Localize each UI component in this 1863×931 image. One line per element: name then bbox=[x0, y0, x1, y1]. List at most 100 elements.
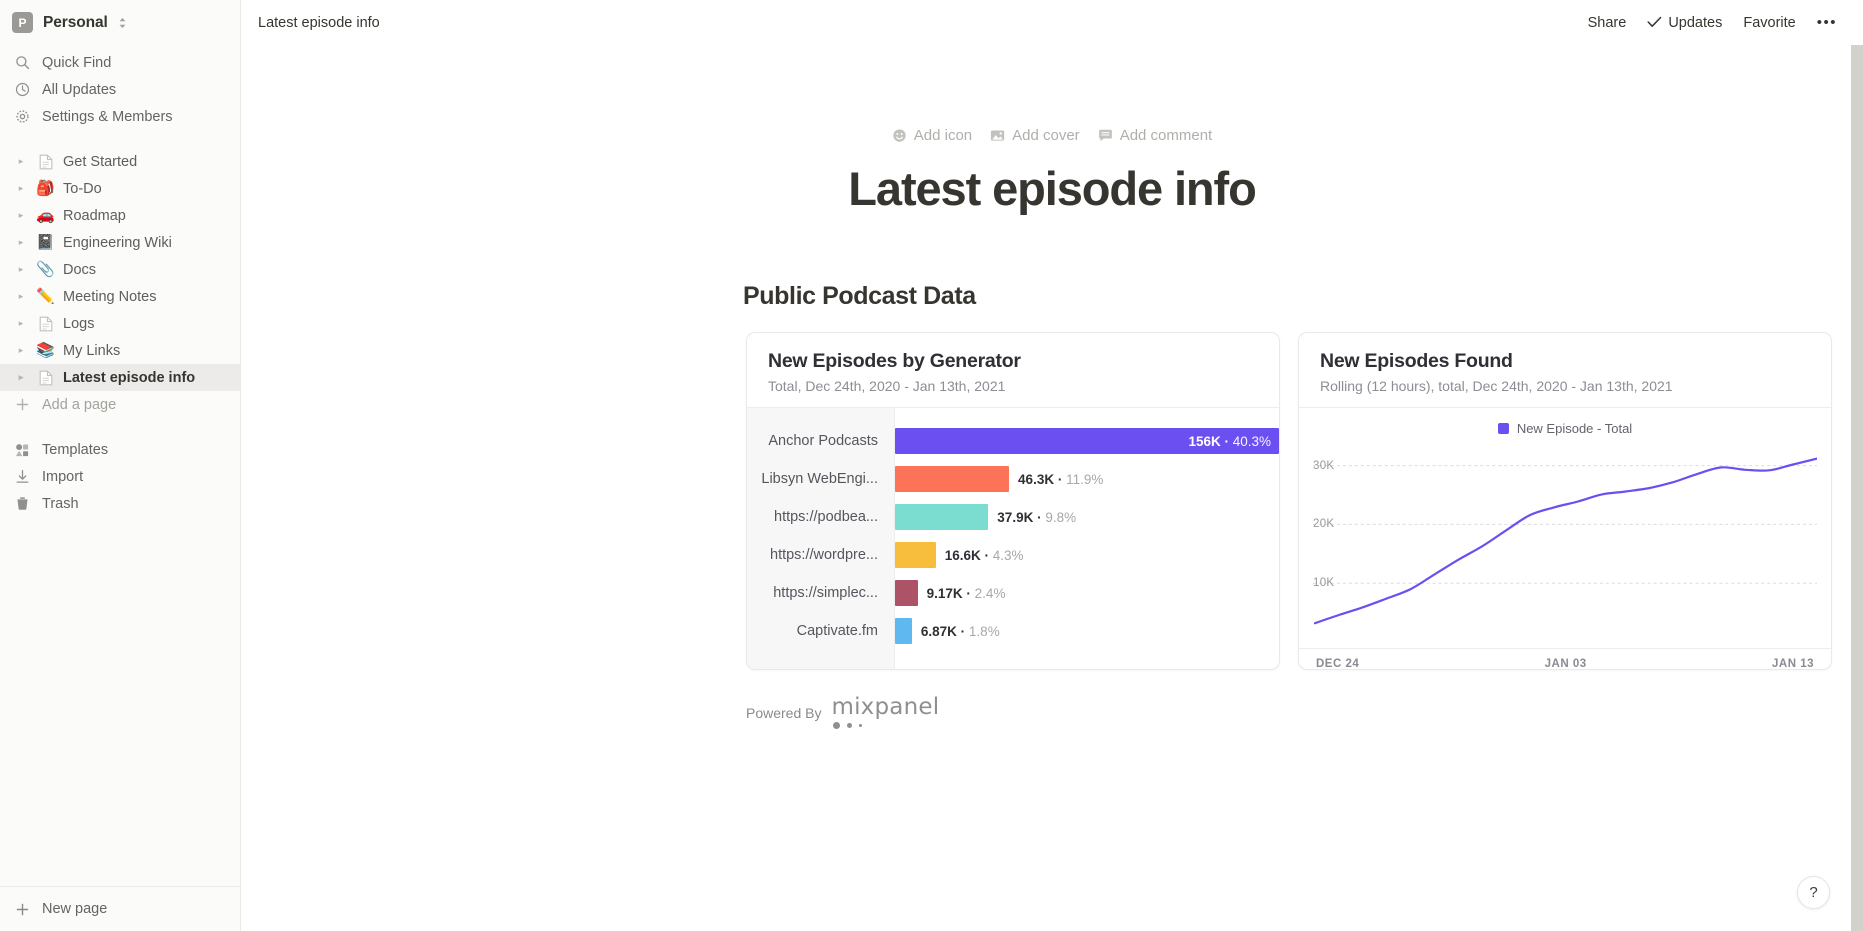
disclosure-triangle-icon[interactable]: ▸ bbox=[18, 156, 24, 166]
disclosure-triangle-icon[interactable]: ▸ bbox=[18, 210, 24, 220]
sidebar-item-label: Docs bbox=[63, 261, 97, 278]
breadcrumb[interactable]: Latest episode info bbox=[258, 14, 380, 31]
mixpanel-logo[interactable]: mixpanel bbox=[831, 696, 939, 729]
sidebar-item-templates[interactable]: Templates bbox=[0, 436, 240, 463]
sidebar-item-latest-episode-info[interactable]: ▸ Latest episode info bbox=[0, 364, 240, 391]
legend-swatch bbox=[1497, 423, 1509, 434]
sidebar-item-label: Settings & Members bbox=[42, 108, 173, 125]
document-icon bbox=[36, 154, 55, 170]
add-icon-button[interactable]: Add icon bbox=[892, 127, 972, 144]
bar-row[interactable]: 156K · 40.3% bbox=[895, 422, 1279, 460]
sidebar-item-label: Meeting Notes bbox=[63, 288, 157, 305]
bar-category-label: Anchor Podcasts bbox=[768, 433, 878, 449]
sidebar-lower-nav: Templates Import Trash bbox=[0, 436, 240, 517]
add-comment-button[interactable]: Add comment bbox=[1098, 127, 1212, 144]
chart-title: New Episodes by Generator bbox=[768, 350, 1021, 372]
bar-row[interactable]: 6.87K · 1.8% bbox=[895, 612, 1279, 650]
sidebar-item-import[interactable]: Import bbox=[0, 463, 240, 490]
pencil-emoji-icon: ✏️ bbox=[36, 288, 55, 305]
workspace-avatar: P bbox=[12, 12, 33, 33]
import-icon bbox=[14, 468, 31, 485]
backpack-emoji-icon: 🎒 bbox=[36, 180, 55, 197]
bar-segment[interactable] bbox=[895, 542, 936, 568]
bar-row[interactable]: 16.6K · 4.3% bbox=[895, 536, 1279, 574]
scrollbar-thumb[interactable] bbox=[1851, 45, 1863, 931]
bar-category-label: Libsyn WebEngi... bbox=[761, 471, 878, 487]
bar-value-label: 9.17K · 2.4% bbox=[926, 585, 1006, 601]
bar-segment[interactable] bbox=[895, 504, 989, 530]
sidebar-item-label: My Links bbox=[63, 342, 121, 359]
x-axis: DEC 24 JAN 03 JAN 13 bbox=[1299, 648, 1831, 670]
bar-chart-category-labels: Anchor Podcasts Libsyn WebEngi... https:… bbox=[747, 408, 895, 669]
bar-segment[interactable] bbox=[895, 618, 912, 644]
more-options-button[interactable]: ••• bbox=[1816, 14, 1837, 31]
smiley-icon bbox=[892, 128, 907, 143]
check-icon bbox=[1647, 15, 1662, 31]
disclosure-triangle-icon[interactable]: ▸ bbox=[18, 345, 24, 355]
trash-icon bbox=[14, 495, 31, 512]
chart-legend[interactable]: New Episode - Total bbox=[1299, 408, 1831, 440]
disclosure-triangle-icon[interactable]: ▸ bbox=[18, 264, 24, 274]
mixpanel-wordmark: mixpanel bbox=[831, 694, 940, 720]
sidebar-item-trash[interactable]: Trash bbox=[0, 490, 240, 517]
page-title[interactable]: Latest episode info bbox=[848, 162, 1256, 215]
powered-by-mixpanel: Powered By mixpanel bbox=[746, 696, 1863, 729]
sidebar-item-docs[interactable]: ▸ 📎 Docs bbox=[0, 256, 240, 283]
updates-button[interactable]: Updates bbox=[1647, 15, 1722, 31]
x-axis-tick: JAN 13 bbox=[1772, 658, 1814, 670]
bar-row[interactable]: 46.3K · 11.9% bbox=[895, 460, 1279, 498]
bar-row[interactable]: 9.17K · 2.4% bbox=[895, 574, 1279, 612]
sidebar-item-label: Roadmap bbox=[63, 207, 126, 224]
y-axis-tick: 10K bbox=[1313, 577, 1335, 590]
new-page-button[interactable]: New page bbox=[0, 886, 240, 931]
line-chart-plot: 10K 20K 30K bbox=[1313, 444, 1817, 644]
disclosure-triangle-icon[interactable]: ▸ bbox=[18, 237, 24, 247]
sidebar-item-get-started[interactable]: ▸ Get Started bbox=[0, 148, 240, 175]
legend-label: New Episode - Total bbox=[1516, 421, 1633, 436]
sidebar-item-settings-members[interactable]: Settings & Members bbox=[0, 103, 240, 130]
share-label: Share bbox=[1587, 14, 1627, 31]
paperclip-emoji-icon: 📎 bbox=[36, 261, 55, 278]
sidebar-item-meeting-notes[interactable]: ▸ ✏️ Meeting Notes bbox=[0, 283, 240, 310]
bar-segment[interactable]: 156K · 40.3% bbox=[895, 428, 1279, 454]
plus-icon bbox=[14, 396, 31, 413]
bar-value-label: 37.9K · 9.8% bbox=[997, 509, 1077, 525]
bar-value-label: 156K · 40.3% bbox=[1188, 433, 1271, 449]
sidebar-item-logs[interactable]: ▸ Logs bbox=[0, 310, 240, 337]
bar-category-label: https://simplec... bbox=[773, 585, 878, 601]
sidebar-item-my-links[interactable]: ▸ 📚 My Links bbox=[0, 337, 240, 364]
bar-value-label: 16.6K · 4.3% bbox=[944, 547, 1024, 563]
updates-label: Updates bbox=[1668, 14, 1723, 31]
sidebar-item-quick-find[interactable]: Quick Find bbox=[0, 49, 240, 76]
sidebar-item-engineering-wiki[interactable]: ▸ 📓 Engineering Wiki bbox=[0, 229, 240, 256]
add-a-page-button[interactable]: Add a page bbox=[0, 391, 240, 418]
disclosure-triangle-icon[interactable]: ▸ bbox=[18, 183, 24, 193]
clock-icon bbox=[14, 81, 31, 98]
sidebar-item-all-updates[interactable]: All Updates bbox=[0, 76, 240, 103]
favorite-button[interactable]: Favorite bbox=[1743, 15, 1795, 31]
sidebar-item-to-do[interactable]: ▸ 🎒 To-Do bbox=[0, 175, 240, 202]
add-cover-button[interactable]: Add cover bbox=[990, 127, 1080, 144]
share-button[interactable]: Share bbox=[1588, 15, 1627, 31]
sidebar-item-label: Get Started bbox=[63, 153, 138, 170]
help-button[interactable]: ? bbox=[1797, 876, 1830, 909]
templates-icon bbox=[14, 441, 31, 458]
bar-category-label: https://wordpre... bbox=[770, 547, 878, 563]
line-chart-svg bbox=[1313, 444, 1817, 644]
bar-segment[interactable] bbox=[895, 466, 1010, 492]
new-page-label: New page bbox=[42, 901, 108, 917]
disclosure-triangle-icon[interactable]: ▸ bbox=[18, 318, 24, 328]
bar-segment[interactable] bbox=[895, 580, 918, 606]
sidebar-item-roadmap[interactable]: ▸ 🚗 Roadmap bbox=[0, 202, 240, 229]
vertical-scrollbar[interactable] bbox=[1851, 45, 1863, 931]
disclosure-triangle-icon[interactable]: ▸ bbox=[18, 372, 24, 382]
disclosure-triangle-icon[interactable]: ▸ bbox=[18, 291, 24, 301]
section-heading[interactable]: Public Podcast Data bbox=[743, 282, 976, 310]
workspace-switcher[interactable]: P Personal bbox=[0, 0, 240, 45]
bar-value-label: 46.3K · 11.9% bbox=[1018, 471, 1104, 487]
sidebar-item-label: Trash bbox=[42, 495, 79, 512]
powered-by-label: Powered By bbox=[746, 704, 822, 721]
bar-row[interactable]: 37.9K · 9.8% bbox=[895, 498, 1279, 536]
bar-category-label: https://podbea... bbox=[774, 509, 878, 525]
chart-header: New Episodes Found Rolling (12 hours), t… bbox=[1299, 333, 1831, 408]
